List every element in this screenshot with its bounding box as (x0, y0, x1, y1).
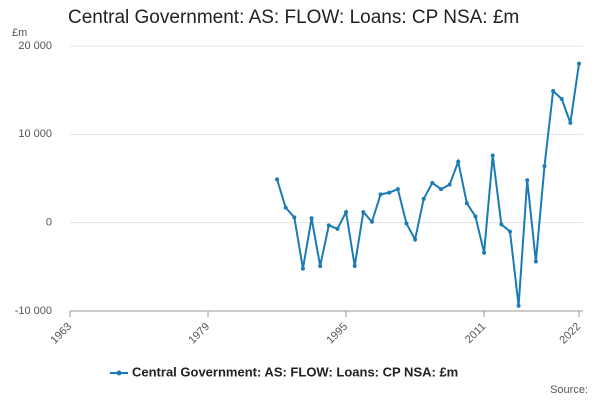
data-point (352, 263, 357, 268)
data-point (438, 187, 443, 192)
data-point (421, 196, 426, 201)
legend-label: Central Government: AS: FLOW: Loans: CP … (132, 364, 458, 379)
data-point (473, 214, 478, 219)
data-point (533, 259, 538, 264)
data-point (482, 250, 487, 255)
x-tick-label: 1979 (186, 321, 212, 347)
data-point (568, 120, 573, 125)
data-point (335, 226, 340, 231)
data-point (300, 266, 305, 271)
data-point (507, 229, 512, 234)
data-point (542, 164, 547, 169)
data-point (499, 222, 504, 227)
x-tick-label: 2011 (463, 321, 488, 346)
data-point (464, 201, 469, 206)
data-point (430, 180, 435, 185)
data-point (447, 182, 452, 187)
y-tick-label: 0 (46, 217, 52, 229)
data-point (395, 187, 400, 192)
data-point (361, 210, 366, 215)
data-point (318, 263, 323, 268)
legend-marker (116, 370, 122, 376)
y-tick-label: 20 000 (18, 40, 52, 52)
data-point (551, 89, 556, 94)
data-point (577, 61, 581, 66)
x-tick-label: 1963 (48, 321, 74, 347)
y-tick-label: 10 000 (18, 128, 52, 140)
data-point (559, 97, 564, 101)
x-tick-label: 2022 (557, 321, 583, 347)
data-point (326, 223, 331, 228)
data-point (344, 210, 349, 215)
data-point (369, 219, 374, 224)
y-axis-label: £m (12, 27, 27, 39)
source: Source: (550, 384, 588, 396)
data-point (404, 221, 409, 226)
data-point (378, 192, 383, 197)
chart-title: Central Government: AS: FLOW: Loans: CP … (68, 7, 519, 28)
data-point (309, 216, 314, 221)
data-point (490, 153, 495, 158)
data-point (516, 303, 521, 308)
data-point (292, 215, 297, 220)
data-point (413, 237, 418, 242)
data-point (283, 205, 288, 210)
data-point (275, 177, 280, 182)
y-tick-label: -10 000 (15, 305, 52, 317)
data-point (387, 190, 392, 195)
series-line (276, 63, 580, 306)
x-tick-label: 1995 (324, 321, 350, 347)
data-point (456, 159, 461, 164)
data-point (525, 178, 530, 183)
